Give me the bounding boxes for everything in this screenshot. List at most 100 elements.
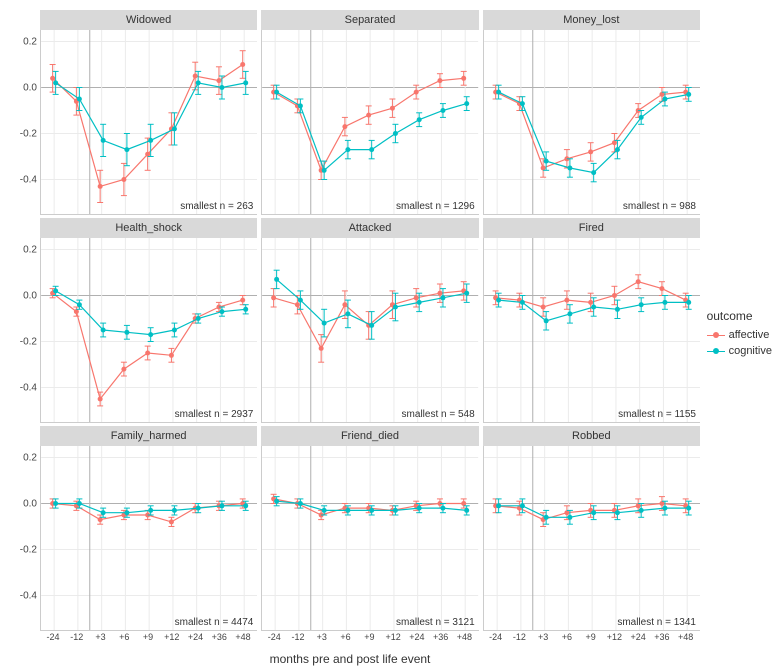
series-point-cognitive: [662, 506, 667, 511]
x-tick-label: -12: [513, 632, 526, 642]
series-point-affective: [612, 293, 617, 298]
panel-header: Family_harmed: [40, 426, 257, 446]
series-point-cognitive: [274, 90, 279, 95]
series-point-affective: [295, 302, 300, 307]
series-point-cognitive: [124, 510, 129, 515]
n-label: smallest n = 1296: [396, 201, 475, 212]
series-point-cognitive: [53, 288, 58, 293]
series-point-cognitive: [243, 307, 248, 312]
panel-body: smallest n = 3121: [261, 446, 478, 631]
series-point-cognitive: [520, 101, 525, 106]
series-point-affective: [98, 517, 103, 522]
series-point-affective: [390, 106, 395, 111]
series-point-affective: [50, 76, 55, 81]
series-point-cognitive: [465, 101, 470, 106]
series-point-affective: [121, 367, 126, 372]
series-point-cognitive: [322, 508, 327, 513]
panel-Separated: Separatedsmallest n = 1296: [261, 10, 478, 214]
series-point-affective: [564, 510, 569, 515]
panel-body: smallest n = 263: [40, 30, 257, 215]
series-point-cognitive: [686, 92, 691, 97]
series-point-cognitive: [441, 506, 446, 511]
series-point-cognitive: [417, 506, 422, 511]
series-point-cognitive: [686, 300, 691, 305]
series-point-cognitive: [148, 138, 153, 143]
series-point-cognitive: [148, 332, 153, 337]
x-tick-label: -12: [70, 632, 83, 642]
series-point-affective: [74, 309, 79, 314]
x-tick-label: +36: [433, 632, 448, 642]
series-point-cognitive: [638, 115, 643, 120]
y-tick-label: 0.0: [23, 498, 37, 509]
series-point-cognitive: [441, 108, 446, 113]
panel-Fired: Firedsmallest n = 1155: [483, 218, 700, 422]
series-point-cognitive: [543, 515, 548, 520]
legend-items: affective cognitive: [707, 329, 772, 357]
series-point-affective: [659, 286, 664, 291]
x-tick-label: +12: [607, 632, 622, 642]
series-point-cognitive: [101, 510, 106, 515]
series-point-affective: [564, 298, 569, 303]
x-tick-label: +9: [364, 632, 374, 642]
panel-svg: [484, 446, 700, 630]
panel-body: smallest n = 988: [483, 30, 700, 215]
series-point-cognitive: [196, 316, 201, 321]
y-tick-label: 0.0: [23, 290, 37, 301]
series-point-cognitive: [322, 168, 327, 173]
series-point-cognitive: [369, 508, 374, 513]
series-point-affective: [319, 346, 324, 351]
panel-Robbed: Robbedsmallest n = 1341: [483, 426, 700, 630]
series-point-affective: [635, 279, 640, 284]
series-point-cognitive: [53, 80, 58, 85]
series-point-affective: [169, 353, 174, 358]
series-point-affective: [414, 295, 419, 300]
series-point-affective: [216, 78, 221, 83]
series-point-cognitive: [369, 323, 374, 328]
series-point-cognitive: [520, 300, 525, 305]
y-axis: -0.4-0.20.00.2-0.4-0.20.00.2-0.4-0.20.00…: [5, 10, 39, 630]
series-point-affective: [145, 351, 150, 356]
series-point-affective: [438, 291, 443, 296]
x-tick-label: +36: [212, 632, 227, 642]
legend: outcome affectivecognitive: [707, 309, 772, 361]
series-point-affective: [121, 177, 126, 182]
legend-swatch-affective: [707, 329, 725, 341]
series-point-affective: [145, 152, 150, 157]
series-point-affective: [540, 305, 545, 310]
y-tick-label: 0.0: [23, 82, 37, 93]
x-tick-label: +24: [409, 632, 424, 642]
panel-svg: [262, 30, 478, 214]
series-point-cognitive: [591, 170, 596, 175]
series-point-affective: [438, 78, 443, 83]
series-point-cognitive: [124, 330, 129, 335]
series-point-affective: [343, 124, 348, 129]
x-tick-label: +3: [317, 632, 327, 642]
x-tick-label: +3: [538, 632, 548, 642]
series-point-cognitive: [638, 302, 643, 307]
series-point-cognitive: [591, 510, 596, 515]
x-tick-label: +48: [235, 632, 250, 642]
y-tick-label: 0.2: [23, 452, 37, 463]
x-tick-label: +12: [385, 632, 400, 642]
x-tick-label: -24: [268, 632, 281, 642]
panel-Attacked: Attackedsmallest n = 548: [261, 218, 478, 422]
series-point-cognitive: [393, 131, 398, 136]
panel-header: Health_shock: [40, 218, 257, 238]
series-point-cognitive: [172, 508, 177, 513]
series-point-cognitive: [567, 311, 572, 316]
facet-chart: -0.4-0.20.00.2-0.4-0.20.00.2-0.4-0.20.00…: [0, 0, 780, 670]
series-point-affective: [98, 184, 103, 189]
series-point-cognitive: [520, 503, 525, 508]
series-point-cognitive: [243, 80, 248, 85]
legend-item-affective: affective: [707, 329, 772, 341]
series-point-affective: [343, 302, 348, 307]
series-point-cognitive: [274, 277, 279, 282]
series-point-cognitive: [662, 300, 667, 305]
n-label: smallest n = 4474: [175, 617, 254, 628]
y-tick-label: -0.4: [20, 591, 37, 602]
panel-svg: [41, 30, 257, 214]
x-tick-label: +6: [119, 632, 129, 642]
series-point-cognitive: [567, 515, 572, 520]
panel-header: Money_lost: [483, 10, 700, 30]
legend-item-cognitive: cognitive: [707, 345, 772, 357]
